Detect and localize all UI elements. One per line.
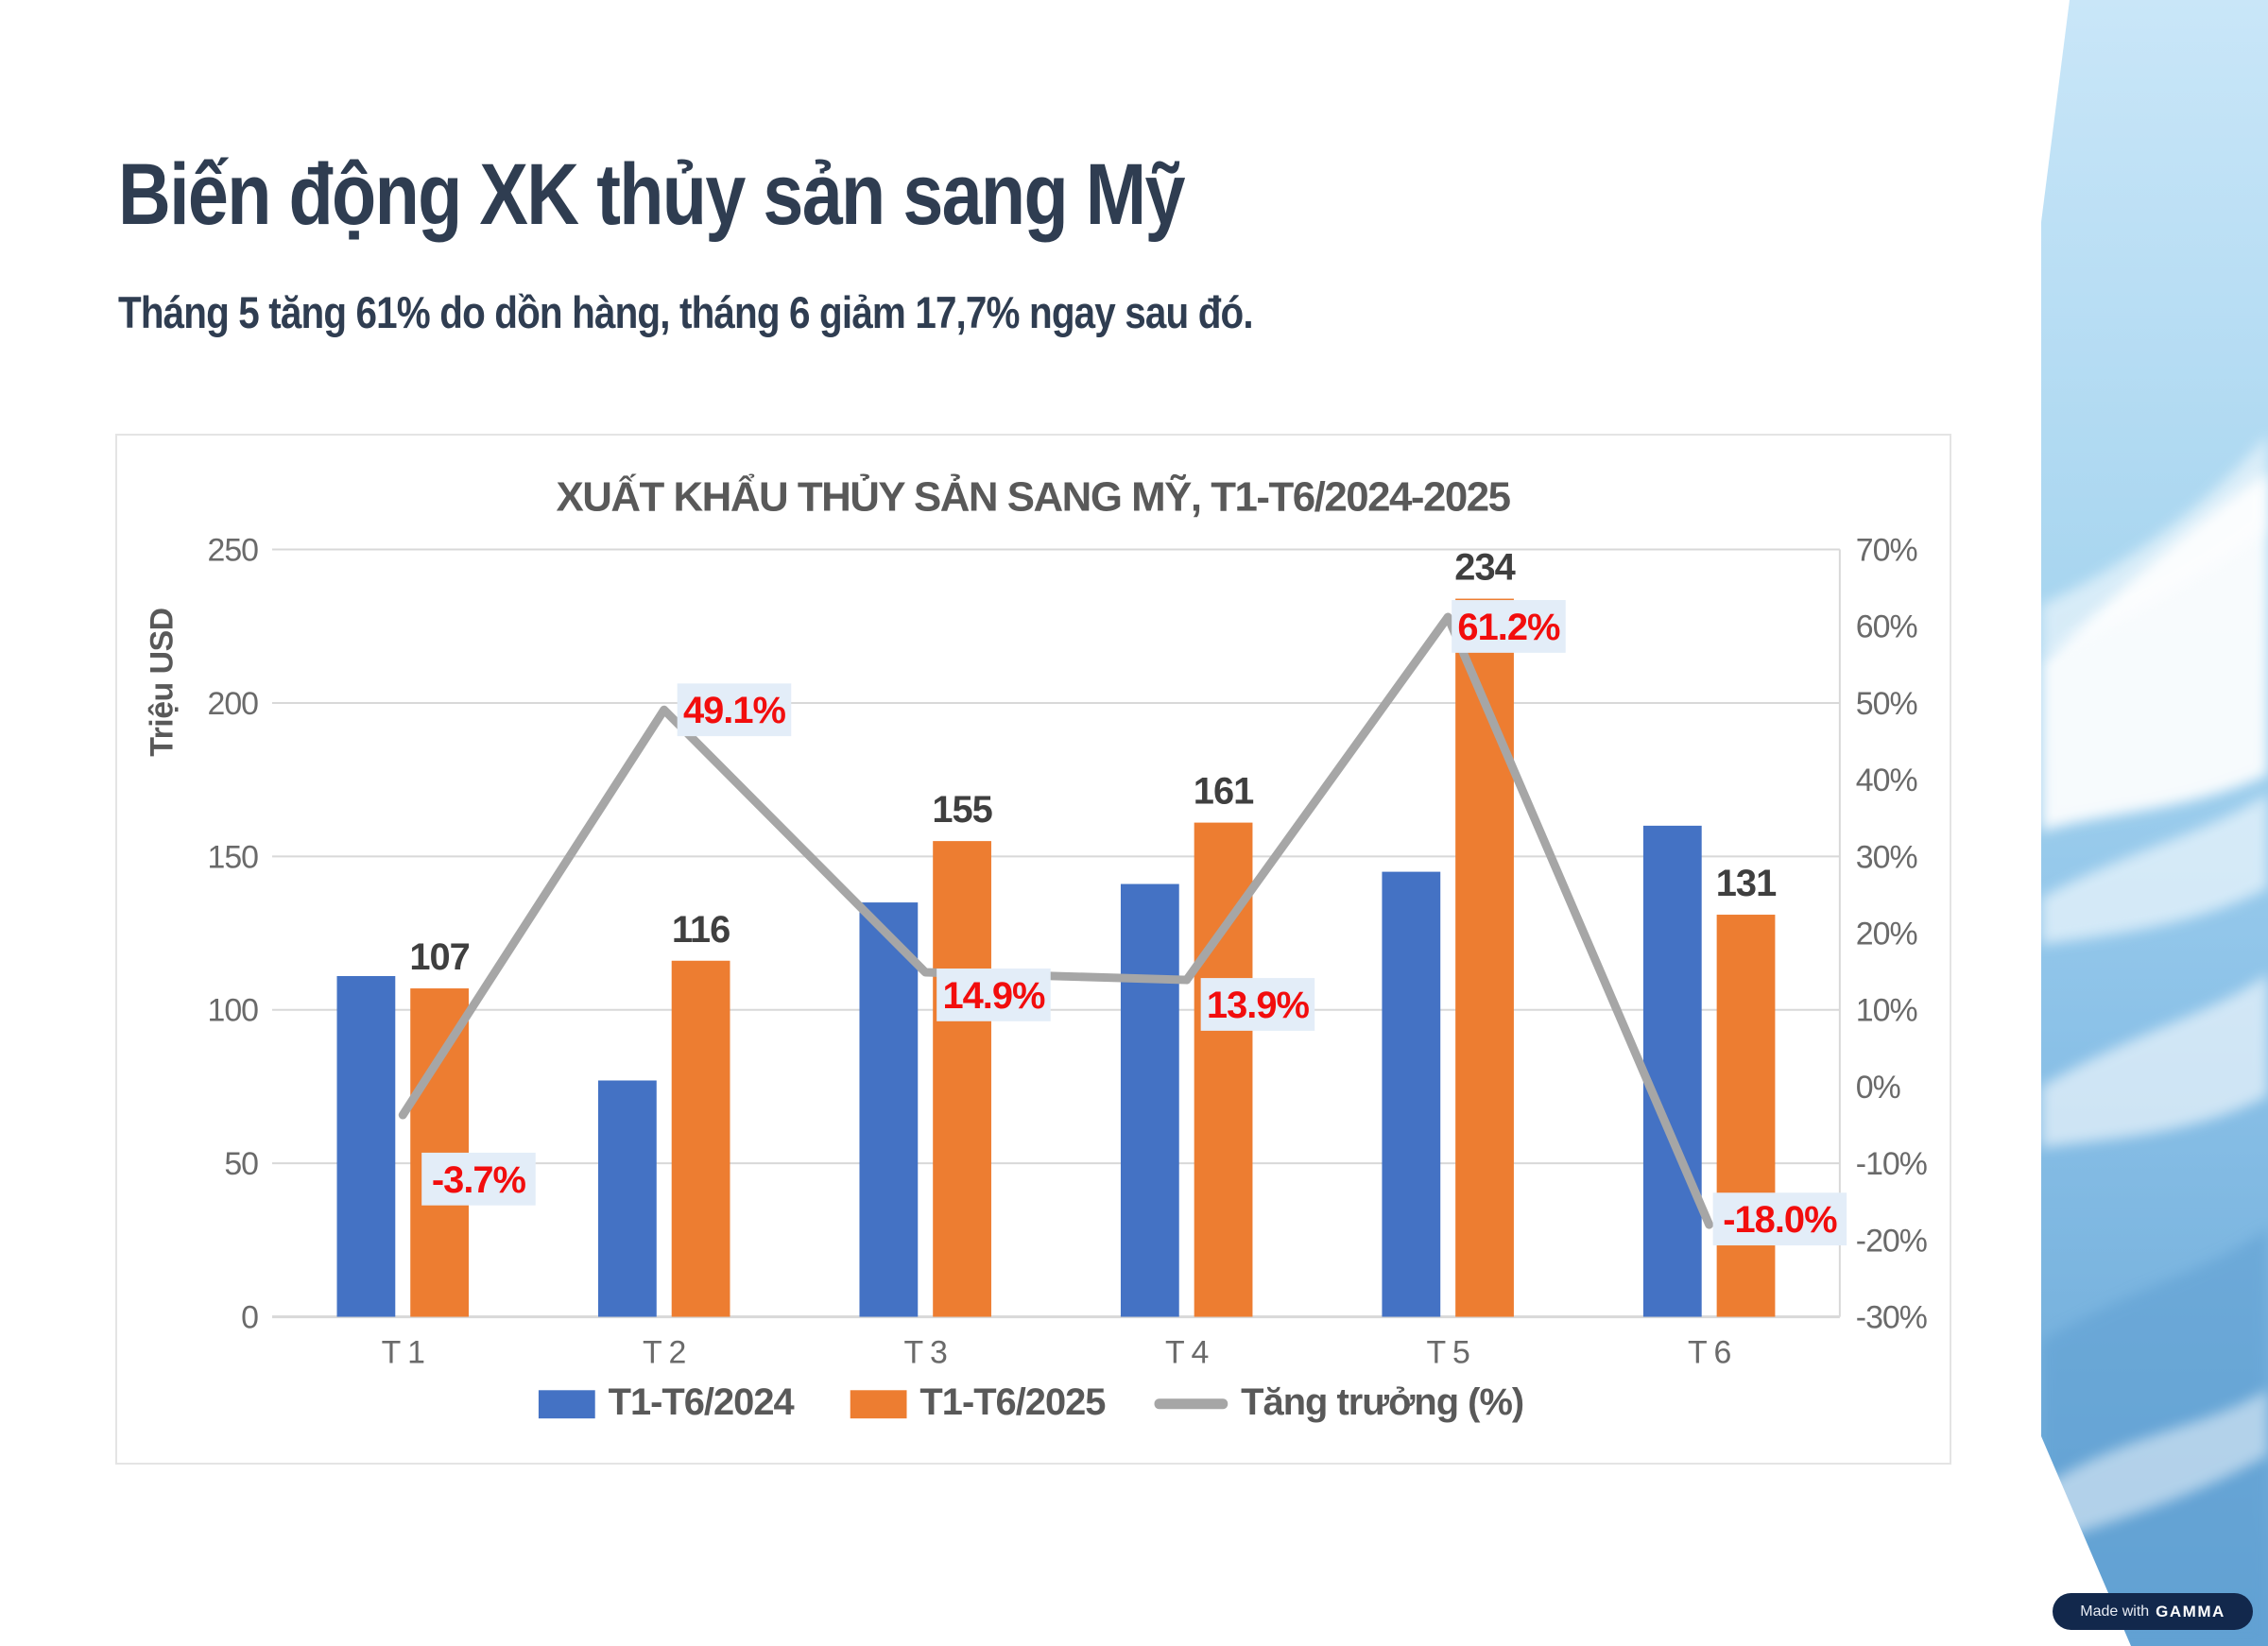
legend-label-growth: Tăng trưởng (%) — [1241, 1381, 1523, 1423]
made-with-gamma-badge[interactable]: Made with GAMMA — [2053, 1593, 2253, 1630]
decorative-side-panel — [2041, 0, 2268, 1646]
x-axis-label: T 5 — [1427, 1334, 1469, 1370]
growth-value-label: -3.7% — [432, 1159, 526, 1201]
left-axis-tick-label: 50 — [224, 1146, 258, 1182]
bar-2024 — [1120, 883, 1179, 1317]
growth-label-box — [1200, 978, 1315, 1031]
growth-value-label: 61.2% — [1457, 607, 1560, 648]
bar-2025 — [410, 988, 469, 1317]
growth-value-label: -18.0% — [1723, 1199, 1837, 1241]
bar-value-label: 155 — [932, 789, 992, 831]
bar-value-label: 116 — [672, 909, 730, 951]
bar-2025 — [671, 960, 730, 1317]
right-axis-tick-label: 10% — [1856, 993, 1917, 1029]
bar-2025 — [1455, 598, 1514, 1317]
x-axis-label: T 6 — [1688, 1334, 1730, 1370]
growth-label-box — [421, 1152, 536, 1206]
left-axis-tick-label: 200 — [208, 686, 259, 722]
right-axis-tick-label: -30% — [1856, 1300, 1927, 1336]
left-axis-title: Triệu USD — [144, 608, 180, 756]
page-subtitle: Tháng 5 tăng 61% do dồn hàng, tháng 6 gi… — [118, 287, 1254, 337]
bar-2025 — [933, 841, 991, 1317]
growth-value-label: 49.1% — [683, 690, 786, 731]
gamma-logo-text: GAMMA — [2156, 1602, 2225, 1620]
right-axis-tick-label: 50% — [1856, 686, 1917, 722]
right-axis-tick-label: 30% — [1856, 839, 1917, 875]
left-axis-tick-label: 150 — [208, 839, 259, 875]
right-axis-tick-label: -10% — [1856, 1146, 1927, 1182]
growth-value-label: 13.9% — [1207, 985, 1310, 1026]
bar-value-label: 131 — [1716, 863, 1777, 904]
bar-value-label: 234 — [1454, 547, 1515, 589]
legend-swatch-2024 — [538, 1390, 595, 1419]
combo-chart: 0 50 100 150 200 250 70% 60% 50% 40% 30% 20% 10% 0% -1… — [144, 472, 1928, 1423]
bar-2025 — [1716, 915, 1776, 1317]
right-axis-tick-label: -20% — [1856, 1223, 1927, 1259]
decorative-waves-image — [2041, 0, 2268, 1646]
bar-value-label: 161 — [1194, 771, 1254, 813]
bar-2024 — [597, 1080, 657, 1317]
growth-label-box — [677, 683, 792, 737]
x-axis-label: T 4 — [1165, 1334, 1208, 1370]
left-axis-tick-label: 100 — [208, 993, 259, 1029]
legend-swatch-growth — [1154, 1398, 1228, 1410]
badge-prefix-text: Made with — [2080, 1603, 2150, 1620]
legend-swatch-2025 — [850, 1390, 907, 1419]
page-title: Biến động XK thủy sản sang Mỹ — [118, 146, 1185, 243]
growth-value-label: 14.9% — [942, 975, 1045, 1017]
right-axis-tick-label: 20% — [1856, 917, 1917, 952]
right-axis-tick-label: 40% — [1856, 763, 1917, 798]
x-axis-label: T 2 — [643, 1334, 685, 1370]
bar-2024 — [859, 902, 919, 1317]
growth-line — [398, 612, 1714, 1229]
bar-2024 — [336, 975, 396, 1317]
chart-card: 0 50 100 150 200 250 70% 60% 50% 40% 30% 20% 10% 0% -1… — [115, 434, 1951, 1465]
legend-label-2025: T1-T6/2025 — [919, 1381, 1106, 1423]
left-axis-tick-label: 0 — [241, 1300, 258, 1336]
x-axis-label: T 3 — [904, 1334, 947, 1370]
bar-2024 — [1382, 871, 1441, 1317]
bar-value-label: 107 — [409, 936, 470, 978]
chart-title: XUẤT KHẨU THỦY SẢN SANG MỸ, T1-T6/2024-2… — [557, 472, 1511, 521]
bar-2024 — [1642, 825, 1702, 1317]
growth-label-box — [1452, 600, 1566, 653]
right-axis-tick-label: 0% — [1856, 1070, 1900, 1106]
right-axis-tick-label: 70% — [1856, 533, 1917, 569]
x-axis-label: T 1 — [382, 1334, 424, 1370]
left-axis-tick-label: 250 — [208, 533, 259, 569]
growth-label-box — [1712, 1192, 1847, 1246]
growth-label-box — [936, 969, 1051, 1021]
right-axis-tick-label: 60% — [1856, 609, 1917, 645]
legend-label-2024: T1-T6/2024 — [609, 1381, 795, 1423]
